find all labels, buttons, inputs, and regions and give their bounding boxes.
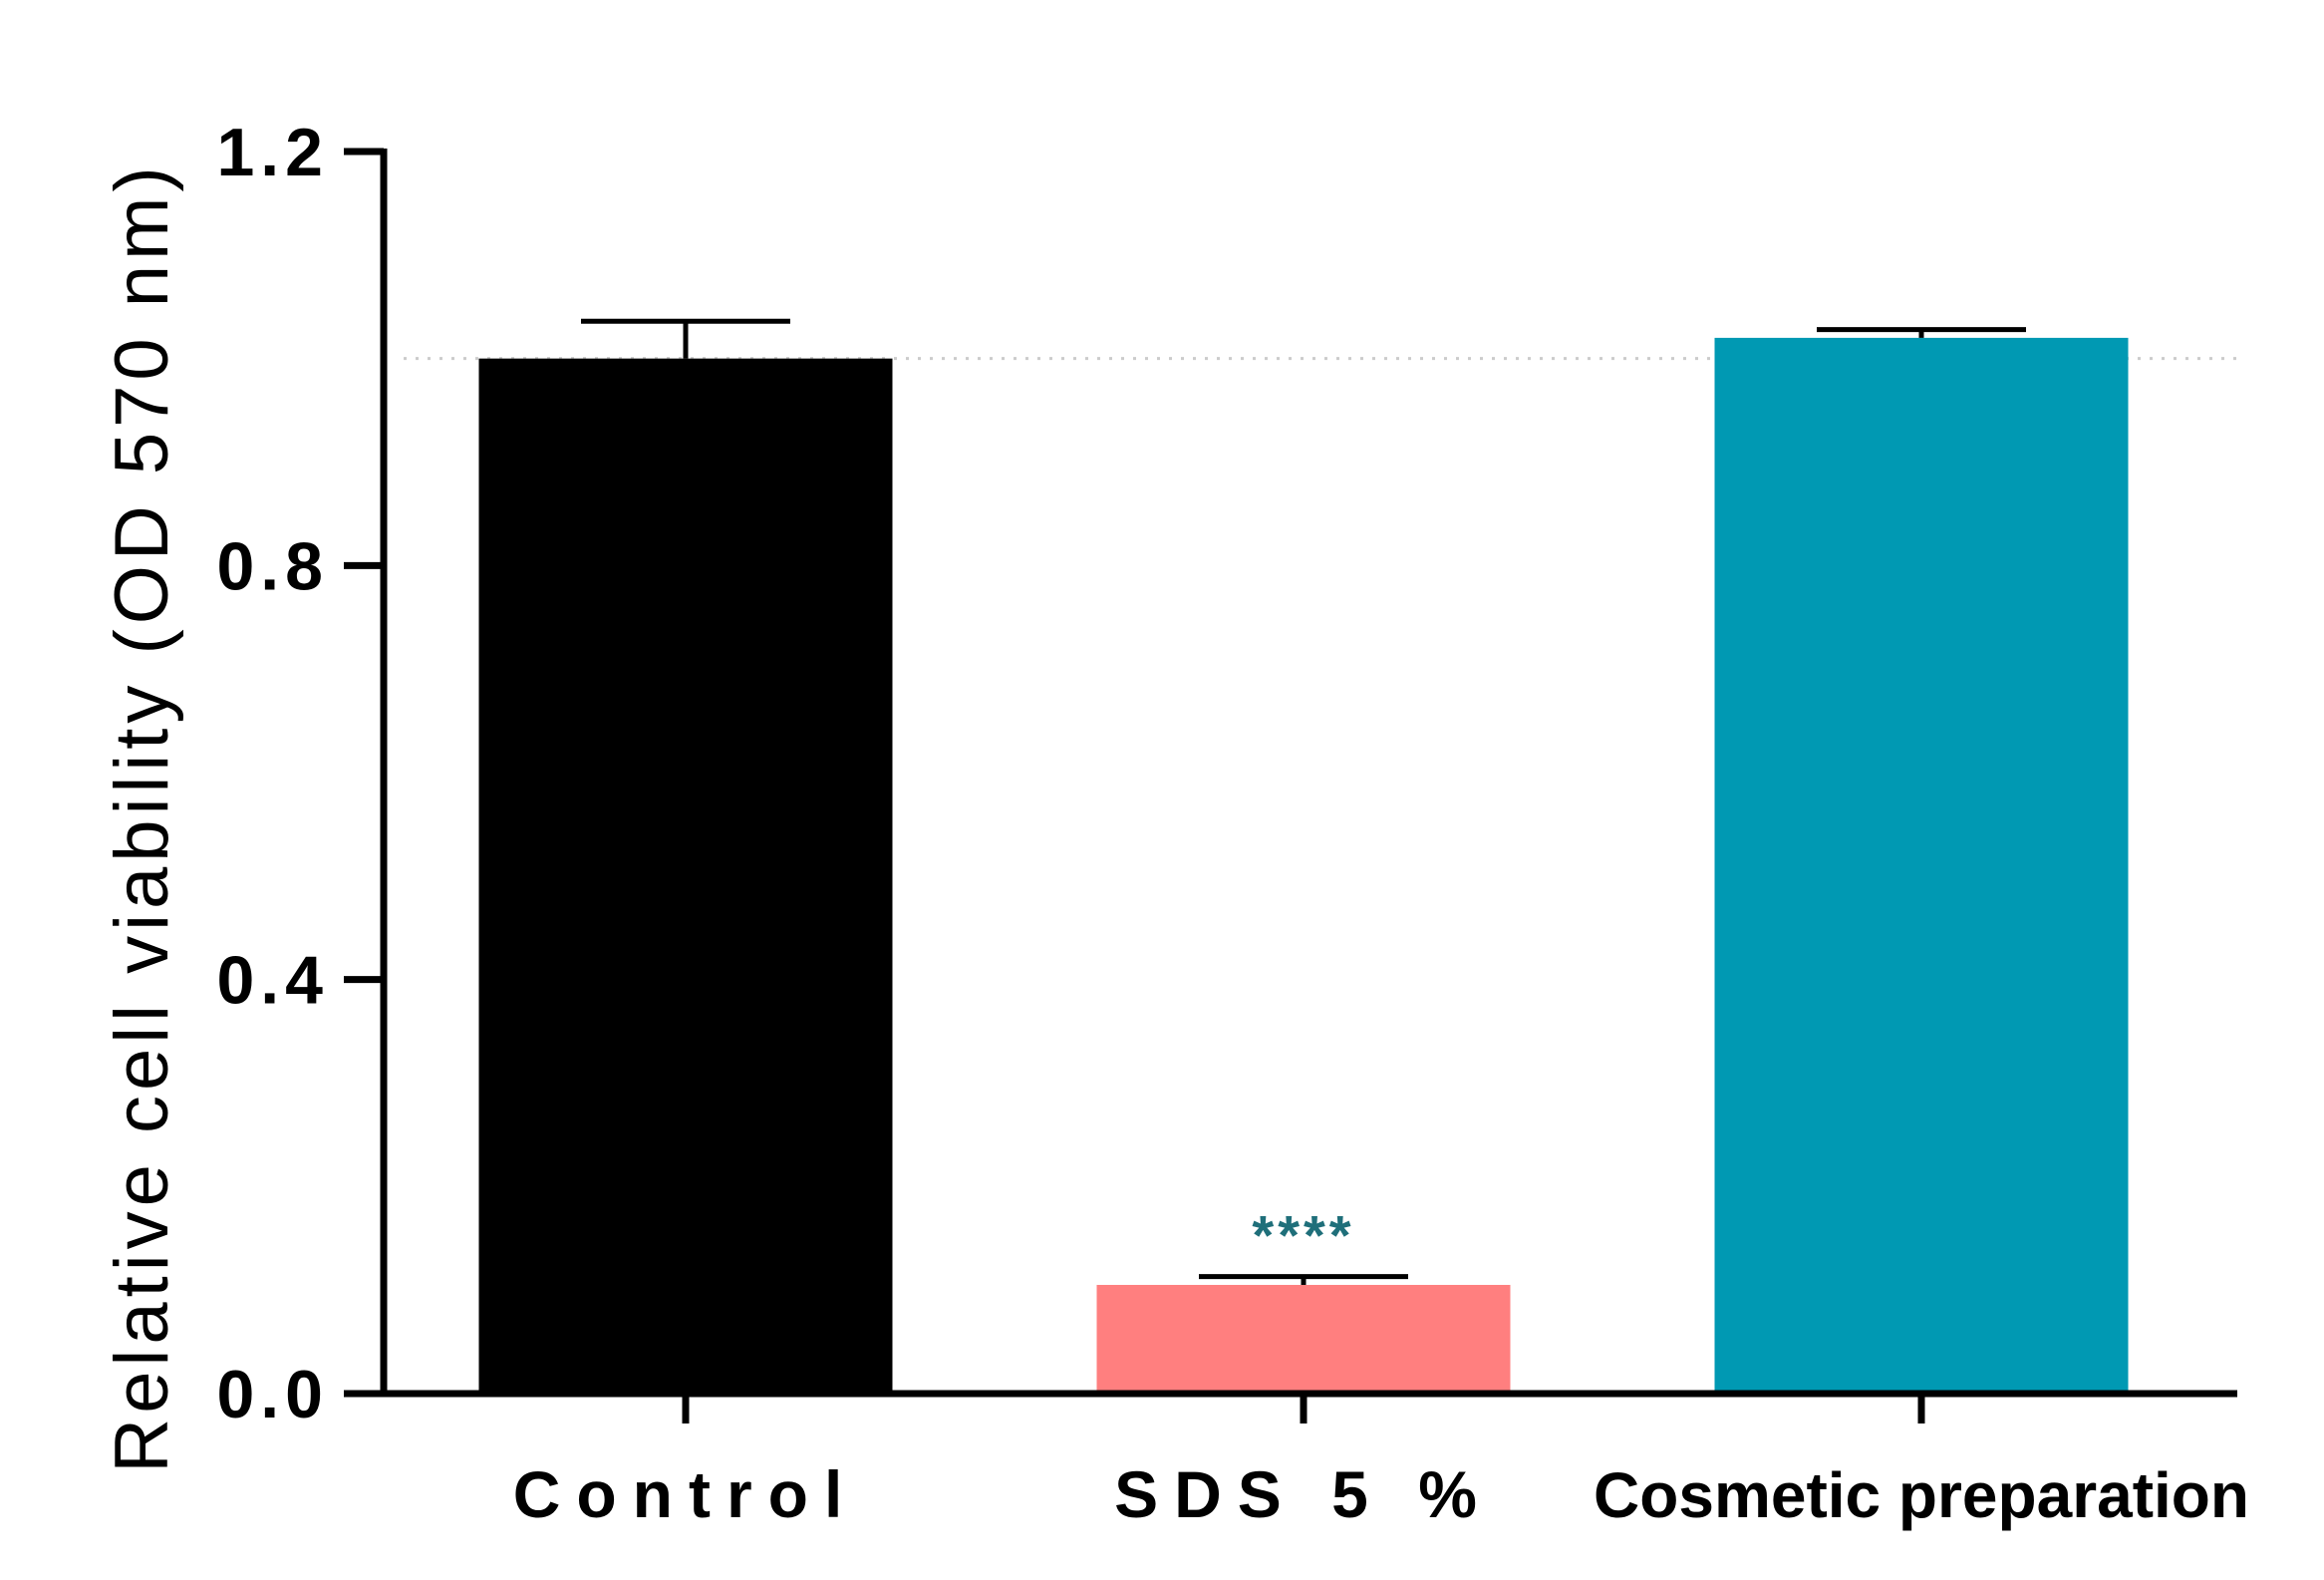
y-tick-label-1: 0.0: [216, 1357, 329, 1432]
bar-2: [1096, 1284, 1511, 1394]
x-tick-label-1: Control: [513, 1457, 859, 1531]
y-tick-label-4: 1.2: [216, 115, 329, 190]
y-tick-label-3: 0.8: [216, 528, 329, 604]
x-tick-label-3: Cosmetic preparation: [1594, 1459, 2249, 1531]
y-axis-label: Relative cell viability (OD 570 nm): [100, 161, 184, 1472]
significance-annotation-1: ****: [1252, 1204, 1354, 1267]
x-tick-label-2: SDS 5 %: [1114, 1457, 1493, 1531]
bar-3: [1714, 337, 2129, 1394]
y-tick-label-2: 0.4: [216, 943, 329, 1019]
bar-1: [478, 358, 893, 1395]
